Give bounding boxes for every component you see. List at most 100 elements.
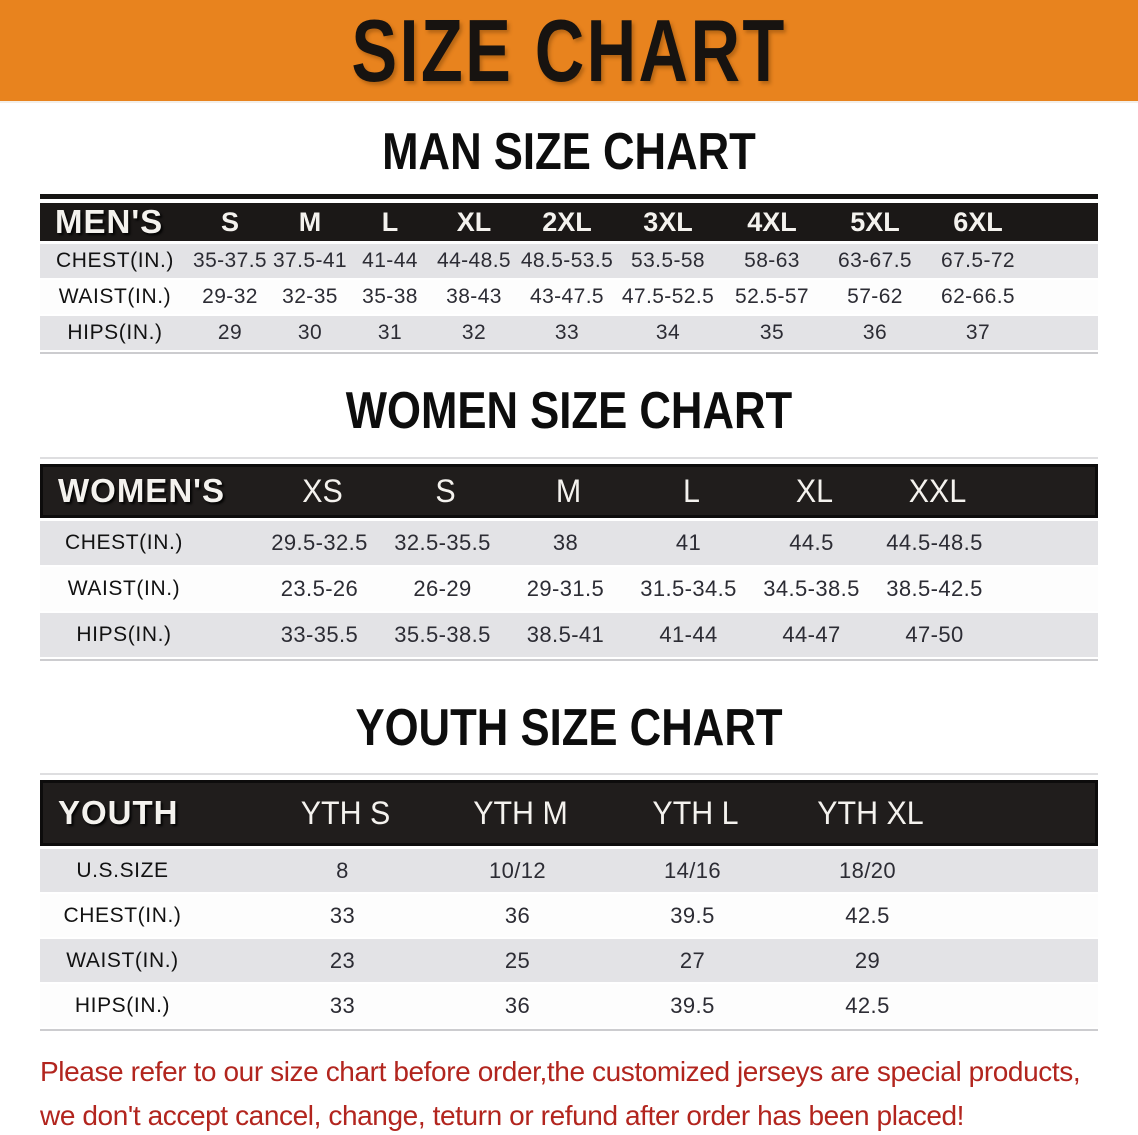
divider [40,457,1098,460]
divider [40,1029,1098,1032]
measurement-row-label: CHEST(IN.) [65,531,183,555]
measurement-value: 8 [336,857,349,883]
measurement-value: 41 [675,530,702,556]
youth-size-table: YOUTH YTH S YTH M YTH L YTH XL U.S.SIZE 8 10/12… [40,773,1098,1032]
measurement-row: HIPS(IN.) 29 30 31 32 33 34 35 36 37 [40,316,1098,351]
notice-line-1: Please refer to our size chart before or… [40,1056,1081,1088]
measurement-value: 29 [217,321,243,345]
size-column-header: YTH L [652,794,739,831]
table-header-row: MEN'S S M L XL 2XL 3XL 4XL 5XL 6XL [40,203,1098,242]
table-trailing-space [1030,203,1098,241]
size-column-header: S [435,472,456,509]
men-size-table: MEN'S S M L XL 2XL 3XL 4XL 5XL 6XL CHEST(IN.) 35-37… [40,194,1098,355]
table-trailing-space [999,467,1095,515]
measurement-value: 33 [554,321,580,345]
measurement-row-label: HIPS(IN.) [76,623,172,647]
table-trailing-space [1030,316,1098,350]
measurement-value: 34.5-38.5 [763,576,860,602]
size-column-header: 3XL [643,206,693,237]
measurement-value: 53.5-58 [630,249,706,273]
measurement-row: WAIST(IN.) 23.5-26 26-29 29-31.5 31.5-34.5 34… [40,567,1098,612]
measurement-value: 62-66.5 [940,285,1016,309]
measurement-value: 31 [377,321,403,345]
measurement-row-label: WAIST(IN.) [66,948,179,972]
measurement-value: 32-35 [282,285,338,309]
table-trailing-space [1030,280,1098,314]
measurement-value: 37 [965,321,991,345]
measurement-row: CHEST(IN.) 33 36 39.5 42.5 [40,894,1098,938]
measurement-value: 57-62 [847,285,903,309]
women-chart-heading: WOMEN SIZE CHART [345,382,793,441]
men-chart-heading: MAN SIZE CHART [382,123,756,181]
measurement-value: 25 [504,947,531,973]
measurement-row-label: CHEST(IN.) [63,903,182,927]
measurement-value: 44-48.5 [436,249,512,273]
measurement-value: 29.5-32.5 [271,530,368,556]
measurement-value: 18/20 [838,857,897,883]
measurement-value: 37.5-41 [272,249,348,273]
measurement-value: 44.5-48.5 [886,530,983,556]
measurement-value: 52.5-57 [734,285,810,309]
measurement-row: HIPS(IN.) 33-35.5 35.5-38.5 38.5-41 41-44 44-… [40,613,1098,658]
size-column-header: S [220,206,239,237]
measurement-value: 39.5 [670,902,715,928]
measurement-row-label: HIPS(IN.) [67,321,163,345]
measurement-value: 35-38 [362,285,418,309]
measurement-value: 38 [552,530,579,556]
measurement-value: 42.5 [845,902,890,928]
measurement-row: CHEST(IN.) 29.5-32.5 32.5-35.5 38 41 44.5 44.5… [40,521,1098,566]
table-trailing-space [955,984,1098,1027]
women-size-chart-section: WOMEN SIZE CHART WOMEN'S XS S M L XL XXL CHEST(I… [0,382,1138,662]
measurement-value: 44-47 [782,622,841,648]
measurement-value: 44.5 [789,530,834,556]
divider [40,352,1098,355]
size-column-header: 2XL [542,206,592,237]
table-corner-label: MEN'S [55,203,164,241]
table-trailing-space [996,521,1098,565]
measurement-value: 23.5-26 [280,576,359,602]
measurement-value: 26-29 [413,576,472,602]
size-column-header: 5XL [850,206,900,237]
measurement-value: 30 [297,321,323,345]
measurement-value: 41-44 [659,622,718,648]
order-notice: Please refer to our size chart before or… [40,1053,1098,1135]
notice-line-2: we don't accept cancel, change, teturn o… [40,1100,965,1132]
size-chart-banner: SIZE CHART [0,0,1138,103]
table-trailing-space [955,939,1098,982]
measurement-value: 67.5-72 [940,249,1016,273]
size-column-header: 4XL [747,206,797,237]
measurement-value: 47-50 [905,622,964,648]
size-chart-sections: MAN SIZE CHART MEN'S S M L XL 2XL 3XL 4XL 5XL 6XL C… [0,123,1138,1032]
measurement-value: 47.5-52.5 [621,285,715,309]
measurement-value: 36 [862,321,888,345]
measurement-value: 34 [655,321,681,345]
size-column-header: 6XL [953,206,1003,237]
measurement-value: 29 [854,947,881,973]
measurement-value: 29-32 [202,285,258,309]
measurement-row: HIPS(IN.) 33 36 39.5 42.5 [40,984,1098,1028]
table-corner-label: YOUTH [58,794,179,832]
measurement-value: 39.5 [670,992,715,1018]
measurement-value: 58-63 [744,249,800,273]
men-size-chart-section: MAN SIZE CHART MEN'S S M L XL 2XL 3XL 4XL 5XL 6XL C… [0,123,1138,355]
divider [40,194,1098,200]
youth-size-chart-section: YOUTH SIZE CHART YOUTH YTH S YTH M YTH L YTH … [0,699,1138,1032]
measurement-value: 33-35.5 [280,622,359,648]
measurement-row: WAIST(IN.) 29-32 32-35 35-38 38-43 43-47.5 47.… [40,280,1098,315]
measurement-value: 38.5-41 [526,622,605,648]
size-column-header: YTH M [473,794,568,831]
size-column-header: L [381,206,399,237]
measurement-row: WAIST(IN.) 23 25 27 29 [40,939,1098,983]
measurement-value: 10/12 [488,857,547,883]
measurement-row-label: U.S.SIZE [76,858,169,882]
table-header-row: WOMEN'S XS S M L XL XXL [40,464,1098,519]
measurement-value: 35 [759,321,785,345]
size-column-header: M [555,472,582,509]
youth-chart-heading: YOUTH SIZE CHART [355,699,783,758]
measurement-value: 29-31.5 [526,576,605,602]
measurement-value: 42.5 [845,992,890,1018]
measurement-value: 32.5-35.5 [394,530,491,556]
measurement-row: U.S.SIZE 8 10/12 14/16 18/20 [40,849,1098,893]
table-trailing-space [955,849,1098,892]
page-title: SIZE CHART [351,0,787,100]
